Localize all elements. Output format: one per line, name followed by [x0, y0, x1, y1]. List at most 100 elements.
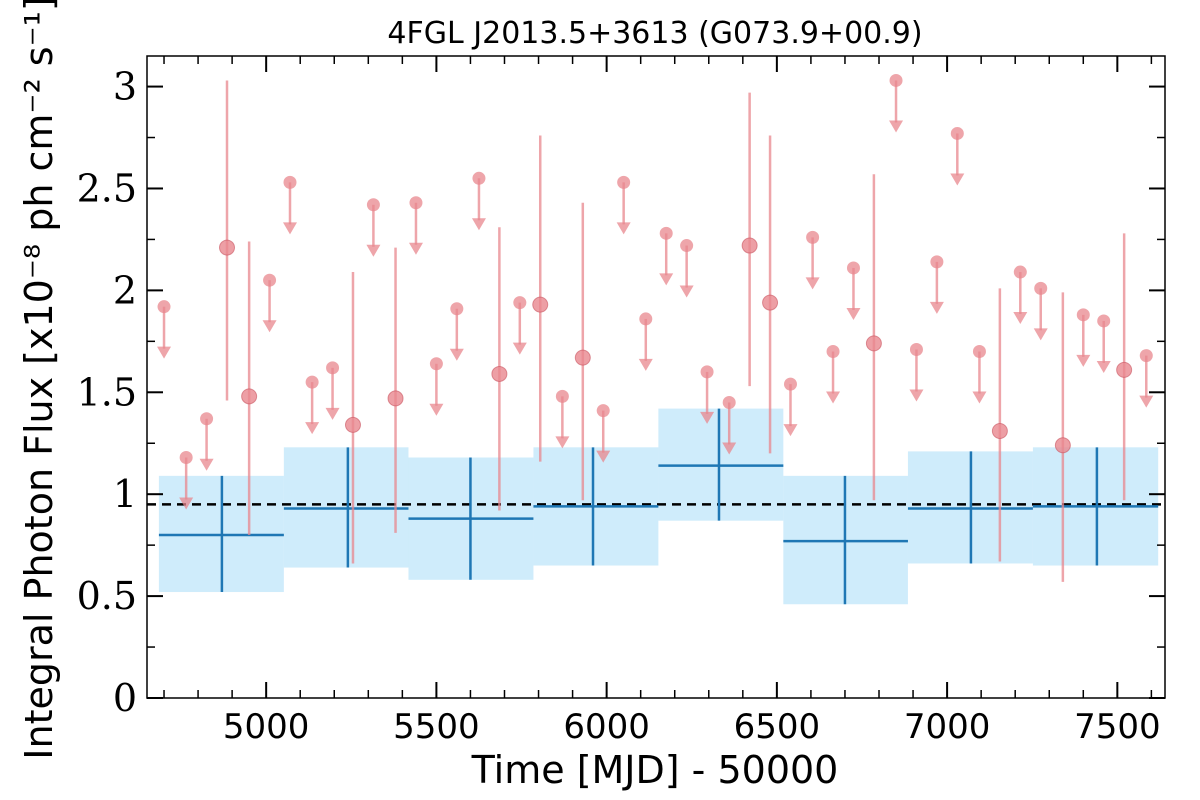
upper-limit-point: [950, 126, 964, 140]
upper-limit-point: [722, 395, 736, 409]
upper-limit-point: [846, 261, 860, 275]
short-bin-point: [762, 294, 779, 311]
x-tick-label: 6000: [563, 707, 650, 747]
upper-limit-point: [366, 198, 380, 212]
upper-limit-arrow-head: [157, 346, 172, 359]
upper-limit-point: [1076, 308, 1090, 322]
upper-limit-point: [639, 312, 653, 326]
short-bin-point: [865, 335, 882, 352]
upper-limit-point: [1139, 349, 1153, 363]
chart-title: 4FGL J2013.5+3613 (G073.9+00.9): [387, 16, 922, 51]
upper-limit-arrow-head: [471, 218, 486, 231]
upper-limit-arrow-head: [783, 424, 798, 437]
plot-area: [147, 73, 1165, 605]
short-bin-point: [241, 388, 258, 405]
upper-limit-point: [555, 389, 569, 403]
upper-limit-point: [826, 345, 840, 359]
upper-limit-point: [305, 375, 319, 389]
short-bin-point: [1054, 437, 1071, 454]
upper-limit-arrow-head: [262, 320, 277, 333]
x-axis-label: Time [MJD] - 50000: [471, 748, 839, 792]
upper-limit-arrow-head: [638, 358, 653, 371]
upper-limit-point: [263, 273, 277, 287]
short-bin-point: [532, 296, 549, 313]
upper-limit-point: [972, 345, 986, 359]
upper-limit-arrow-head: [1013, 312, 1028, 325]
upper-limit-point: [429, 357, 443, 371]
upper-limit-point: [909, 342, 923, 356]
upper-limit-arrow-head: [929, 301, 944, 314]
upper-limit-point: [200, 412, 214, 426]
axes-frame: [146, 55, 1166, 699]
upper-limit-arrow-head: [1033, 328, 1048, 341]
upper-limit-arrow-head: [1096, 360, 1111, 373]
upper-limit-point: [1034, 281, 1048, 295]
upper-limit-arrow-head: [199, 458, 214, 471]
upper-limit-point: [700, 365, 714, 379]
upper-limit-point: [659, 226, 673, 240]
upper-limit-arrow-head: [366, 244, 381, 257]
short-bin-point: [491, 365, 508, 382]
upper-limit-point: [513, 296, 527, 310]
short-bin-point: [991, 423, 1008, 440]
upper-limit-arrow-head: [972, 391, 987, 404]
y-axis-label: Integral Photon Flux [x10⁻⁸ ph cm⁻² s⁻¹]: [17, 0, 61, 760]
upper-limit-point: [596, 404, 610, 418]
upper-limit-arrow-head: [722, 442, 737, 455]
short-bin-point: [1116, 361, 1133, 378]
x-tick-label: 6500: [734, 707, 821, 747]
upper-limit-arrow-head: [700, 411, 715, 424]
short-bin-point: [741, 237, 758, 254]
upper-limit-point: [450, 302, 464, 316]
upper-limit-arrow-head: [826, 391, 841, 404]
upper-limit-point: [783, 377, 797, 391]
upper-limit-arrow-head: [429, 403, 444, 416]
upper-limit-arrow-head: [555, 436, 570, 449]
x-tick-label: 7500: [1074, 707, 1161, 747]
y-tick-label: 3: [113, 65, 137, 109]
y-tick-label: 2: [113, 268, 137, 312]
short-bin-point: [219, 239, 236, 256]
upper-limit-arrow-head: [325, 407, 340, 420]
upper-limit-arrow-head: [179, 497, 194, 510]
y-tick-label: 1.5: [77, 370, 137, 414]
upper-limit-arrow-head: [408, 242, 423, 255]
upper-limit-arrow-head: [659, 273, 674, 286]
x-tick-label: 7000: [904, 707, 991, 747]
upper-limit-point: [409, 196, 423, 210]
upper-limit-point: [283, 175, 297, 189]
upper-limit-arrow-head: [889, 120, 904, 133]
x-tick-label: 5000: [223, 707, 310, 747]
upper-limit-arrow-head: [305, 422, 320, 435]
upper-limit-point: [326, 361, 340, 375]
upper-limit-point: [617, 175, 631, 189]
upper-limit-arrow-head: [805, 277, 820, 290]
y-tick-label: 1: [113, 472, 137, 516]
upper-limit-arrow-head: [950, 173, 965, 186]
upper-limit-point: [472, 171, 486, 185]
upper-limit-point: [806, 230, 820, 244]
y-tick-label: 2.5: [77, 166, 137, 210]
upper-limit-arrow-head: [449, 348, 464, 361]
upper-limit-arrow-head: [679, 285, 694, 298]
upper-limit-arrow-head: [1076, 354, 1091, 367]
upper-limit-point: [1013, 265, 1027, 279]
upper-limit-arrow-head: [909, 389, 924, 402]
upper-limit-arrow-head: [1139, 395, 1154, 408]
upper-limit-point: [157, 300, 171, 314]
upper-limit-arrow-head: [616, 222, 631, 235]
upper-limit-arrow-head: [596, 450, 611, 463]
y-tick-label: 0: [113, 676, 137, 720]
upper-limit-arrow-head: [282, 222, 297, 235]
axes: 5000 5500 6000 6500 7000 7500 0 0.5 1 1.5 2 2.5 3: [77, 55, 1166, 747]
x-tick-label: 5500: [393, 707, 480, 747]
short-bin-point: [574, 349, 591, 366]
upper-limit-point: [889, 73, 903, 87]
upper-limit-point: [1097, 314, 1111, 328]
upper-limit-point: [930, 255, 944, 269]
y-tick-label: 0.5: [77, 574, 137, 618]
upper-limit-point: [680, 239, 694, 253]
upper-limit-arrow-head: [512, 342, 527, 355]
upper-limit-point: [179, 451, 193, 465]
